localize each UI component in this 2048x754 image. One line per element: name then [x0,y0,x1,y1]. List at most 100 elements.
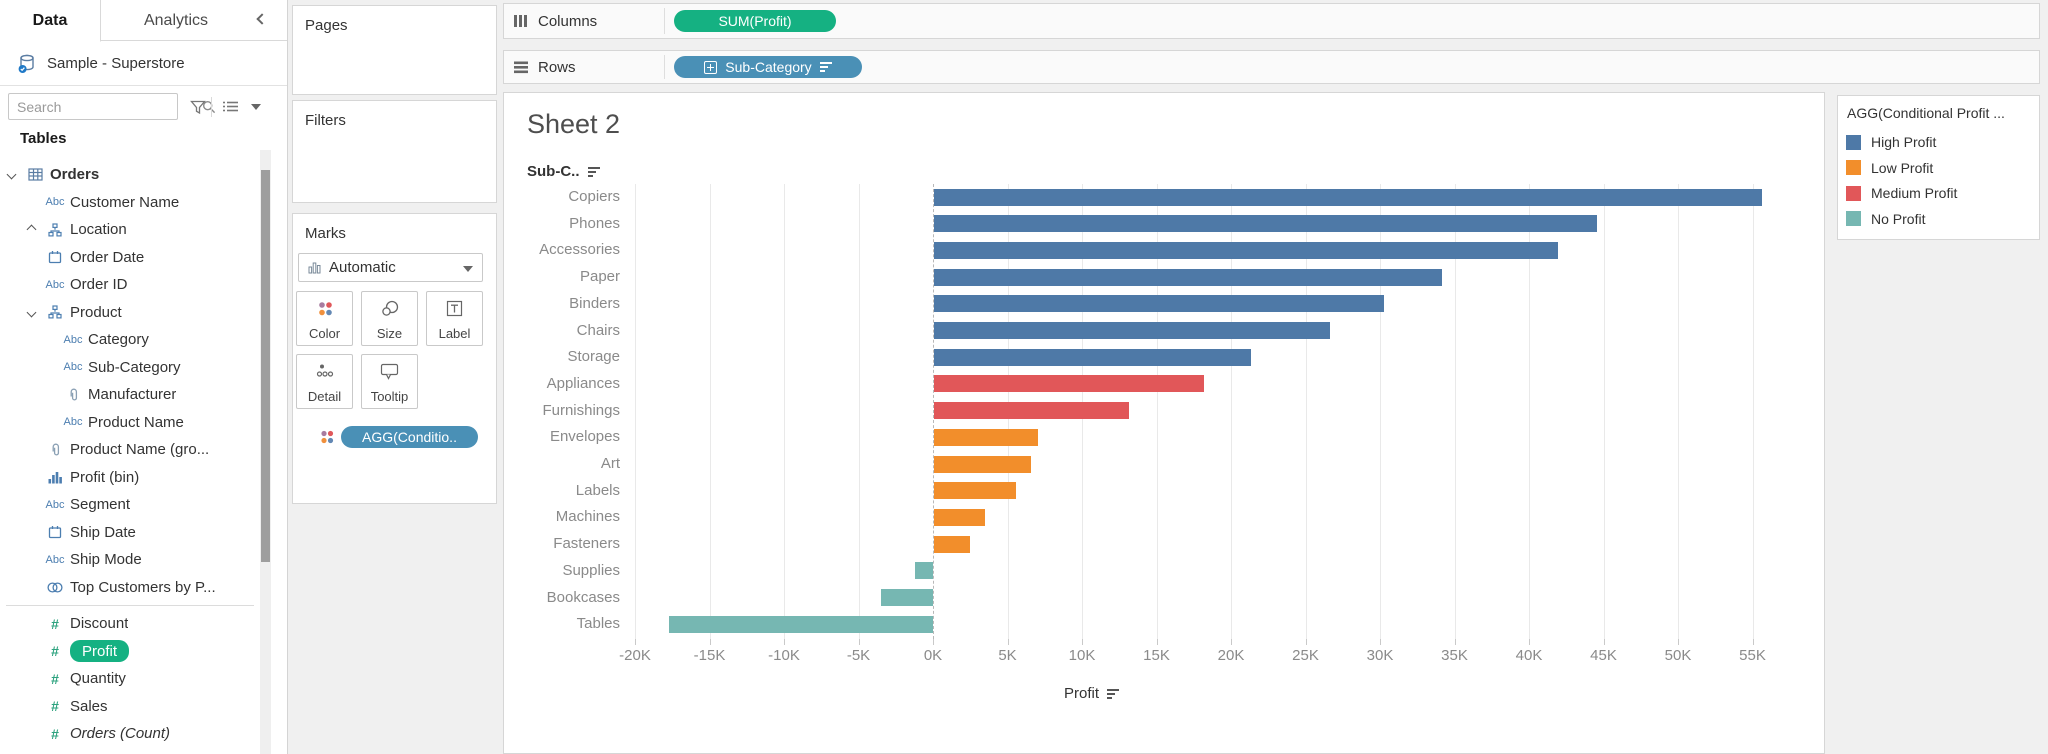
abc-icon: Abc [63,333,83,346]
mark-type-dropdown[interactable]: Automatic [298,253,483,282]
bar-appliances[interactable] [934,375,1204,393]
tooltip-button[interactable]: Tooltip [361,354,418,409]
tab-data[interactable]: Data [0,0,101,42]
category-label-fasteners: Fasteners [553,535,620,553]
filters-card[interactable]: Filters [292,100,497,203]
bar-chairs[interactable] [934,322,1331,339]
legend-label: High Profit [1871,134,1937,150]
sort-descending-icon[interactable] [819,62,832,72]
field-segment[interactable]: Abc Segment [0,491,258,519]
sort-descending-icon[interactable] [1107,688,1120,699]
columns-shelf[interactable]: Columns SUM(Profit) [503,3,2040,39]
category-label-chairs: Chairs [576,321,620,339]
database-icon [18,54,37,74]
axis-tick [933,639,934,645]
legend-item-high-profit[interactable]: High Profit [1846,134,1936,150]
bar-furnishings[interactable] [934,402,1130,420]
field-profit-bin[interactable]: Profit (bin) [0,464,258,492]
bar-envelopes[interactable] [934,428,1039,446]
expand-hierarchy-icon[interactable] [704,60,718,74]
legend-swatch [1846,185,1861,201]
field-product[interactable]: Product [0,299,258,327]
chevron-down-icon[interactable] [6,169,16,180]
number-icon: # [51,725,59,742]
view-options-caret-icon[interactable] [244,95,268,119]
rows-shelf-label: Rows [538,58,576,76]
legend-item-no-profit[interactable]: No Profit [1846,211,1925,227]
bar-bookcases[interactable] [880,589,933,606]
legend-item-low-profit[interactable]: Low Profit [1846,160,1933,176]
datasource-row[interactable]: Sample - Superstore [0,42,287,86]
field-orders[interactable]: Orders [0,161,258,189]
axis-tick-label: -15K [693,647,726,664]
mark-button-label: Label [438,326,471,341]
field-quantity[interactable]: # Quantity [0,665,258,693]
legend-item-medium-profit[interactable]: Medium Profit [1846,185,1957,201]
rows-shelf[interactable]: Rows Sub-Category [503,50,2040,84]
field-order-id[interactable]: Abc Order ID [0,271,258,299]
color-legend-card[interactable]: AGG(Conditional Profit ... High Profit Lo… [1837,95,2040,240]
field-label: Location [70,221,127,239]
sub-category-pill[interactable]: Sub-Category [674,56,862,78]
tables-header: Tables [20,130,67,147]
field-product-name-gro[interactable]: Product Name (gro... [0,436,258,464]
pane-scrollbar-thumb[interactable] [261,170,270,562]
axis-tick-label: -20K [619,647,651,664]
search-box[interactable] [8,93,216,120]
field-profit[interactable]: # Profit [0,638,258,666]
gridline [1380,184,1381,639]
field-location[interactable]: Location [0,216,258,244]
bar-storage[interactable] [934,348,1252,366]
calendar-icon [48,250,62,264]
search-input[interactable] [9,98,202,115]
field-manufacturer[interactable]: Manufacturer [0,381,258,409]
field-order-date[interactable]: Order Date [0,244,258,272]
bar-labels[interactable] [934,482,1016,500]
color-button[interactable]: Color [296,291,353,346]
view-options-icon[interactable] [218,95,242,119]
field-ship-mode[interactable]: Abc Ship Mode [0,546,258,574]
gridline [1529,184,1530,639]
tab-analytics[interactable]: Analytics [143,11,209,29]
bar-machines[interactable] [934,508,985,526]
sum-profit-pill[interactable]: SUM(Profit) [674,10,836,32]
field-product-name[interactable]: Abc Product Name [0,409,258,437]
chevron-right-icon[interactable] [26,224,36,235]
bar-art[interactable] [934,455,1031,473]
filter-fields-icon[interactable] [186,95,210,119]
collapse-pane-icon[interactable] [256,10,278,30]
field-label: Product Name [88,413,184,431]
bar-copiers[interactable] [934,188,1763,206]
bar-phones[interactable] [934,215,1598,233]
agg-conditional-profit-pill[interactable]: AGG(Conditio.. [341,426,478,448]
gridline [1454,184,1456,639]
bar-accessories[interactable] [934,241,1559,259]
field-sales[interactable]: # Sales [0,693,258,721]
bar-supplies[interactable] [915,562,933,580]
abc-icon: Abc [45,196,65,209]
axis-tick-label: 30K [1366,647,1394,664]
field-discount[interactable]: # Discount [0,610,258,638]
size-button[interactable]: Size [361,291,418,346]
field-orders-count[interactable]: # Orders (Count) [0,720,258,748]
x-axis-title[interactable]: Profit [1064,685,1120,702]
bar-fasteners[interactable] [934,535,970,553]
field-sub-category[interactable]: Abc Sub-Category [0,354,258,382]
row-field-header[interactable]: Sub-C.. [527,163,600,180]
bar-binders[interactable] [934,295,1384,313]
chevron-down-icon[interactable] [26,307,36,318]
columns-shelf-label: Columns [538,12,598,30]
marks-card-label: Marks [305,225,346,242]
label-button[interactable]: Label [426,291,483,346]
pages-card[interactable]: Pages [292,5,497,95]
bar-paper[interactable] [934,268,1443,286]
field-top-customers-by-p[interactable]: Top Customers by P... [0,574,258,602]
detail-button[interactable]: Detail [296,354,353,409]
axis-tick [1678,639,1679,645]
sort-descending-icon[interactable] [587,166,600,177]
number-icon: # [51,698,59,715]
field-customer-name[interactable]: Abc Customer Name [0,189,258,217]
field-ship-date[interactable]: Ship Date [0,519,258,547]
field-category[interactable]: Abc Category [0,326,258,354]
bar-tables[interactable] [669,615,933,633]
